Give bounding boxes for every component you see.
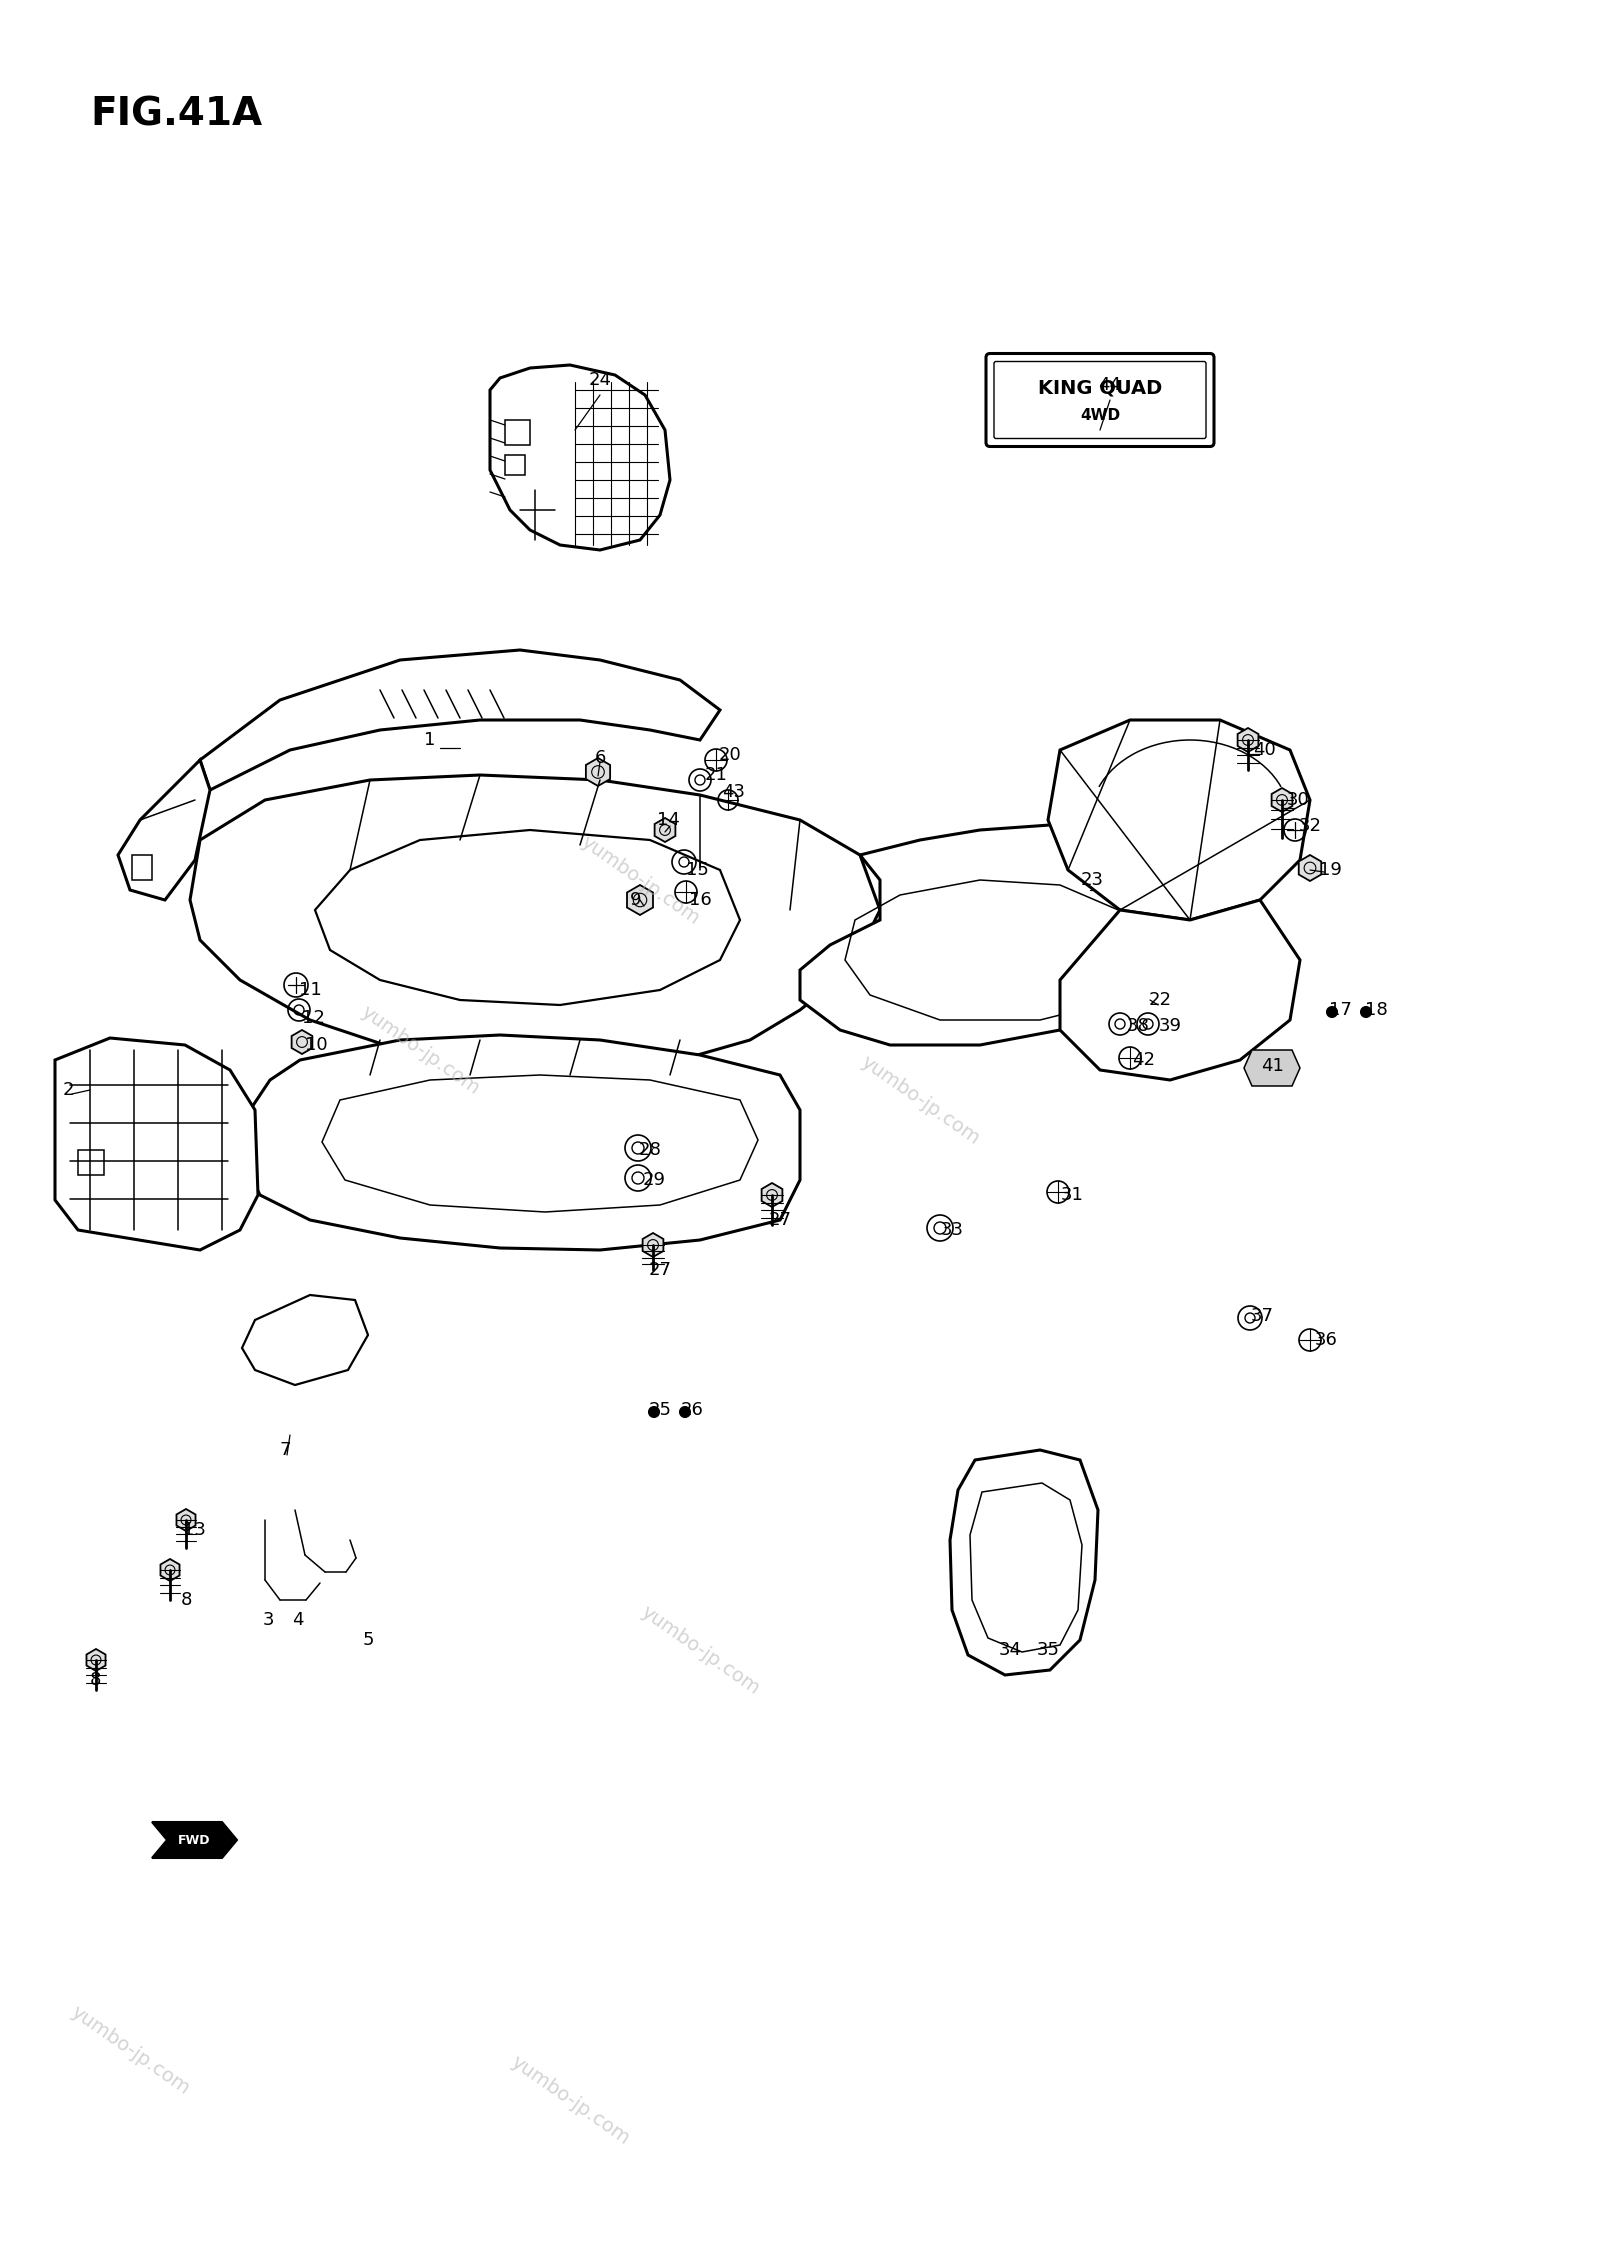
- Text: 13: 13: [182, 1522, 205, 1540]
- Polygon shape: [490, 365, 670, 551]
- Polygon shape: [152, 1821, 237, 1857]
- Text: 27: 27: [768, 1211, 792, 1229]
- Text: 26: 26: [680, 1402, 704, 1420]
- Text: 27: 27: [648, 1261, 672, 1279]
- Polygon shape: [1272, 787, 1293, 812]
- Polygon shape: [86, 1649, 106, 1672]
- Text: 25: 25: [648, 1402, 672, 1420]
- Text: 6: 6: [594, 748, 606, 767]
- Text: 14: 14: [656, 812, 680, 830]
- Text: yumbo-jp.com: yumbo-jp.com: [578, 832, 702, 928]
- Text: 34: 34: [998, 1642, 1021, 1658]
- Text: 19: 19: [1318, 862, 1341, 880]
- Polygon shape: [800, 826, 1200, 1046]
- Text: 4: 4: [293, 1610, 304, 1628]
- Polygon shape: [643, 1234, 664, 1256]
- Polygon shape: [1048, 719, 1310, 921]
- Text: 35: 35: [1037, 1642, 1059, 1658]
- Text: 33: 33: [941, 1220, 963, 1238]
- Text: 23: 23: [1080, 871, 1104, 889]
- Text: 36: 36: [1315, 1331, 1338, 1349]
- Text: 31: 31: [1061, 1186, 1083, 1204]
- Text: 32: 32: [1299, 816, 1322, 835]
- Polygon shape: [762, 1184, 782, 1207]
- Polygon shape: [950, 1449, 1098, 1676]
- Text: 29: 29: [643, 1170, 666, 1188]
- Text: 11: 11: [299, 982, 322, 998]
- Polygon shape: [160, 1558, 179, 1581]
- Text: yumbo-jp.com: yumbo-jp.com: [67, 2003, 194, 2098]
- Text: 7: 7: [280, 1440, 291, 1458]
- Text: 15: 15: [685, 862, 709, 880]
- Text: FIG.41A: FIG.41A: [90, 95, 262, 134]
- Text: 16: 16: [688, 891, 712, 909]
- FancyBboxPatch shape: [986, 354, 1214, 447]
- Text: 39: 39: [1158, 1016, 1181, 1034]
- Text: FWD: FWD: [178, 1833, 210, 1846]
- Text: 20: 20: [718, 746, 741, 764]
- Text: 28: 28: [638, 1141, 661, 1159]
- Text: 12: 12: [301, 1009, 325, 1027]
- Text: 8: 8: [181, 1590, 192, 1608]
- Circle shape: [1326, 1007, 1338, 1016]
- Text: 10: 10: [304, 1036, 328, 1055]
- Polygon shape: [190, 776, 880, 1070]
- Text: 1: 1: [424, 730, 435, 748]
- Text: 24: 24: [589, 372, 611, 390]
- Polygon shape: [627, 885, 653, 914]
- Text: yumbo-jp.com: yumbo-jp.com: [357, 1002, 483, 1098]
- Polygon shape: [240, 1034, 800, 1250]
- Polygon shape: [200, 651, 720, 789]
- Text: yumbo-jp.com: yumbo-jp.com: [507, 2053, 634, 2148]
- Polygon shape: [1059, 900, 1299, 1080]
- Text: 38: 38: [1126, 1016, 1149, 1034]
- Text: 3: 3: [262, 1610, 274, 1628]
- Text: 5: 5: [362, 1631, 374, 1649]
- Text: 43: 43: [723, 782, 746, 801]
- Polygon shape: [1245, 1050, 1299, 1086]
- Polygon shape: [1238, 728, 1258, 753]
- Polygon shape: [54, 1039, 258, 1250]
- Polygon shape: [654, 819, 675, 841]
- Text: 18: 18: [1365, 1000, 1387, 1018]
- Polygon shape: [291, 1030, 312, 1055]
- Text: 41: 41: [1261, 1057, 1283, 1075]
- Text: 40: 40: [1253, 742, 1275, 760]
- Text: 2: 2: [62, 1082, 74, 1100]
- Text: 4WD: 4WD: [1080, 408, 1120, 424]
- Text: 44: 44: [1099, 376, 1122, 395]
- Polygon shape: [1299, 855, 1322, 880]
- Circle shape: [650, 1406, 659, 1418]
- Circle shape: [680, 1406, 690, 1418]
- Text: 30: 30: [1286, 792, 1309, 810]
- Polygon shape: [586, 758, 610, 787]
- Text: 42: 42: [1133, 1050, 1155, 1068]
- Text: 22: 22: [1149, 991, 1171, 1009]
- Polygon shape: [176, 1508, 195, 1531]
- Text: 21: 21: [704, 767, 728, 785]
- Text: 8: 8: [90, 1672, 101, 1690]
- Circle shape: [1362, 1007, 1371, 1016]
- Text: yumbo-jp.com: yumbo-jp.com: [637, 1601, 763, 1699]
- Text: 37: 37: [1251, 1306, 1274, 1325]
- Polygon shape: [118, 760, 210, 900]
- Text: KING QUAD: KING QUAD: [1038, 379, 1162, 397]
- Text: 17: 17: [1328, 1000, 1352, 1018]
- Polygon shape: [242, 1295, 368, 1386]
- Text: 9: 9: [630, 891, 642, 909]
- Text: yumbo-jp.com: yumbo-jp.com: [858, 1052, 982, 1148]
